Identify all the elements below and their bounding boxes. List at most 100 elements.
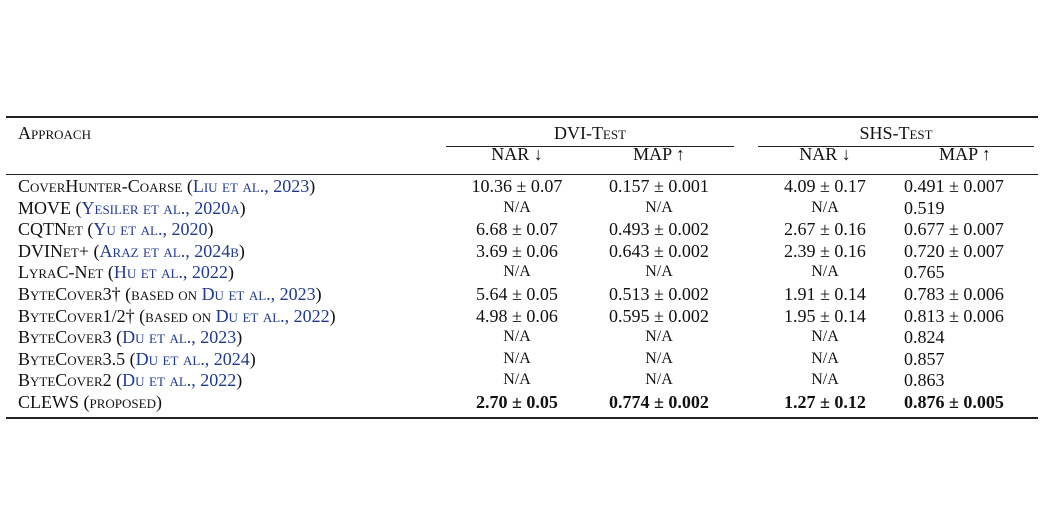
metric-cell-shs-nar: 1.95 ± 0.14 [784, 305, 866, 326]
approach-note: ( [103, 262, 114, 283]
approach-name: DVINet+ [18, 240, 90, 261]
header-dvi-map: MAP ↑ [633, 144, 685, 164]
metric-cell-dvi-nar: 2.70 ± 0.05 [476, 392, 558, 412]
metric-cell-dvi-map: 0.643 ± 0.002 [609, 240, 709, 261]
metric-cell-dvi-nar: N/A [503, 349, 531, 367]
metric-cell-shs-map: 0.677 ± 0.007 [904, 219, 1004, 240]
approach-name: CoverHunter-Coarse [18, 176, 183, 196]
approach-note-close: ) [207, 219, 214, 240]
approach-cell: DVINet+ (Araz et al., 2024b) [18, 240, 245, 262]
approach-name: LyraC-Net [18, 262, 104, 283]
approach-note-close: ) [329, 305, 336, 326]
metric-cell-dvi-map: 0.157 ± 0.001 [609, 176, 709, 196]
approach-note-close: ) [309, 176, 316, 196]
header-dvi-test: DVI-Test [553, 123, 627, 143]
citation-link[interactable]: Du et al., 2023 [201, 284, 316, 304]
metric-cell-shs-map: 0.876 ± 0.005 [904, 392, 1004, 412]
shs-group-rule [758, 146, 1034, 147]
approach-note-close: ) [227, 262, 234, 283]
approach-cell: MOVE (Yesiler et al., 2020a) [18, 197, 246, 219]
header-dvi-nar: NAR ↓ [491, 144, 543, 164]
metric-cell-dvi-map: 0.774 ± 0.002 [609, 392, 709, 412]
citation-link[interactable]: Araz et al., 2024b [99, 240, 239, 261]
citation-link[interactable]: Yu et al., 2020 [93, 219, 208, 240]
approach-note-close: ) [236, 327, 243, 348]
metric-cell-dvi-map: 0.595 ± 0.002 [609, 305, 709, 326]
metric-cell-shs-nar: N/A [811, 198, 839, 216]
metric-cell-dvi-map: N/A [645, 198, 673, 216]
metric-cell-shs-nar: N/A [811, 328, 839, 346]
metric-cell-shs-map: 0.519 [904, 197, 945, 218]
metric-cell-dvi-map: N/A [645, 371, 673, 389]
approach-name: ByteCover3.5 [18, 348, 126, 369]
approach-note: (proposed) [79, 392, 162, 412]
metric-cell-dvi-map: N/A [645, 263, 673, 281]
approach-cell: CLEWS (proposed) [18, 391, 162, 413]
dvi-group-rule [446, 146, 734, 147]
citation-link[interactable]: Du et al., 2022 [122, 370, 237, 391]
approach-name: CLEWS [18, 392, 79, 412]
approach-note: (based on [120, 284, 202, 304]
citation-link[interactable]: Liu et al., 2023 [192, 176, 310, 196]
table-bottom-rule [6, 417, 1038, 419]
approach-cell: ByteCover3 (Du et al., 2023) [18, 326, 242, 348]
metric-cell-shs-nar: 2.67 ± 0.16 [784, 219, 866, 240]
metric-cell-shs-map: 0.857 [904, 348, 945, 369]
metric-cell-dvi-nar: N/A [503, 198, 531, 216]
approach-note-close: ) [315, 284, 322, 304]
citation-link[interactable]: Du et al., 2024 [135, 348, 250, 369]
metric-cell-shs-nar: N/A [811, 371, 839, 389]
approach-note: ( [71, 197, 82, 218]
table-top-rule [6, 116, 1038, 118]
metric-cell-shs-nar: 1.91 ± 0.14 [784, 284, 866, 304]
approach-name: ByteCover1/2† [18, 305, 135, 326]
header-approach: Approach [18, 123, 91, 143]
approach-note-close: ) [239, 197, 246, 218]
metric-cell-shs-map: 0.863 [904, 370, 945, 391]
approach-note: ( [111, 370, 123, 391]
approach-name: ByteCover2 [18, 370, 112, 391]
metric-cell-shs-nar: 2.39 ± 0.16 [784, 240, 866, 261]
approach-cell: CoverHunter-Coarse (Liu et al., 2023) [18, 175, 315, 197]
metric-cell-dvi-nar: 3.69 ± 0.06 [476, 240, 558, 261]
approach-note-close: ) [238, 240, 245, 261]
approach-note: ( [125, 348, 136, 369]
citation-link[interactable]: Yesiler et al., 2020a [81, 197, 240, 218]
approach-cell: ByteCover3† (based on Du et al., 2023) [18, 283, 322, 305]
metric-cell-shs-nar: 1.27 ± 0.12 [784, 392, 866, 412]
metric-cell-shs-map: 0.720 ± 0.007 [904, 240, 1004, 261]
metric-cell-shs-map: 0.824 [904, 327, 945, 348]
approach-cell: ByteCover2 (Du et al., 2022) [18, 369, 242, 391]
metric-cell-shs-map: 0.491 ± 0.007 [904, 176, 1004, 196]
metric-cell-dvi-nar: N/A [503, 328, 531, 346]
metric-cell-dvi-map: 0.513 ± 0.002 [609, 284, 709, 304]
approach-note: ( [111, 327, 123, 348]
metric-cell-dvi-nar: 5.64 ± 0.05 [476, 284, 558, 304]
approach-cell: CQTNet (Yu et al., 2020) [18, 218, 214, 240]
approach-name: ByteCover3† [18, 284, 121, 304]
citation-link[interactable]: Du et al., 2023 [122, 327, 237, 348]
approach-cell: ByteCover3.5 (Du et al., 2024) [18, 348, 256, 370]
metric-cell-dvi-nar: 4.98 ± 0.06 [476, 305, 558, 326]
citation-link[interactable]: Hu et al., 2022 [113, 262, 228, 283]
table-header-rule [6, 174, 1038, 175]
metric-cell-dvi-nar: N/A [503, 371, 531, 389]
metric-cell-shs-map: 0.813 ± 0.006 [904, 305, 1004, 326]
metric-cell-dvi-nar: 10.36 ± 0.07 [471, 176, 563, 196]
metric-cell-shs-nar: 4.09 ± 0.17 [784, 176, 866, 196]
approach-name: MOVE [18, 197, 71, 218]
metric-cell-shs-nar: N/A [811, 349, 839, 367]
header-shs-nar: NAR ↓ [799, 144, 851, 164]
approach-name: CQTNet [18, 219, 83, 240]
metric-cell-shs-map: 0.783 ± 0.006 [904, 284, 1004, 304]
approach-note: ( [82, 219, 94, 240]
approach-note-close: ) [249, 348, 256, 369]
header-shs-map: MAP ↑ [939, 144, 991, 164]
approach-note: ( [89, 240, 100, 261]
metric-cell-dvi-map: N/A [645, 328, 673, 346]
header-shs-test: SHS-Test [859, 123, 933, 143]
citation-link[interactable]: Du et al., 2022 [215, 305, 330, 326]
metric-cell-shs-map: 0.765 [904, 262, 945, 283]
approach-note-close: ) [236, 370, 243, 391]
metric-cell-shs-nar: N/A [811, 263, 839, 281]
